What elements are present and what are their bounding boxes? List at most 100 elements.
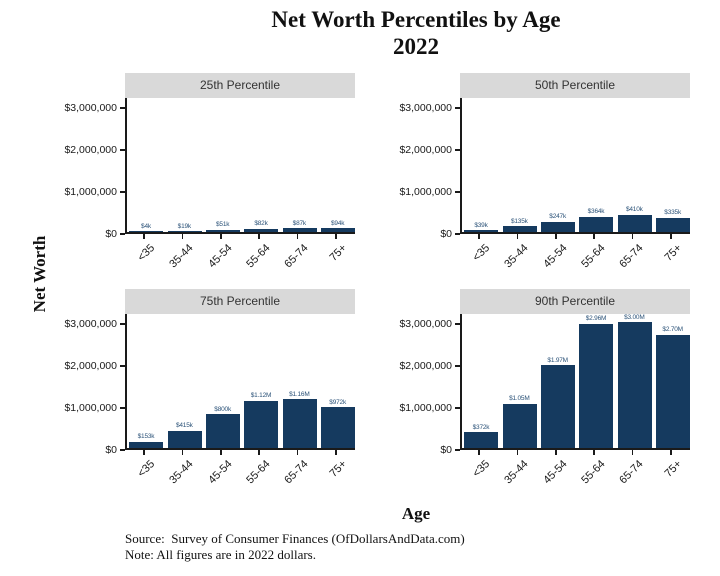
bar (320, 407, 355, 448)
bar-value-label: $87k (292, 219, 306, 227)
y-tick-label: $0 (440, 444, 452, 456)
y-tick-label: $1,000,000 (64, 402, 117, 414)
bar (167, 231, 202, 232)
x-tick-label-text: 55-64 (579, 458, 608, 487)
x-tick-label-text: 55-64 (244, 242, 273, 271)
bar-value-label: $153k (137, 433, 155, 441)
x-tick-label-text: <35 (470, 242, 493, 264)
dollars-note: Note: All figures are in 2022 dollars. (125, 546, 316, 562)
x-tick-label-text: 45-54 (205, 458, 235, 487)
bar (205, 414, 240, 448)
x-tick-mark (220, 234, 222, 239)
x-tick-mark (631, 450, 634, 455)
x-tick-mark (593, 450, 595, 455)
bar (205, 229, 240, 232)
bar-value-label: $94k (331, 219, 345, 227)
bar (579, 216, 614, 232)
y-tick-mark (455, 449, 460, 451)
chart-title: Net Worth Percentiles by Age 2022 (110, 6, 720, 60)
x-tick-mark (258, 234, 260, 239)
x-tick-mark (143, 450, 145, 455)
x-tick-label-text: 45-54 (540, 242, 570, 271)
bar-value-label: $410k (625, 206, 643, 214)
y-tick-mark (455, 191, 460, 193)
plot-area: $153k $415k $800k $1.12M $1.16M $972k (125, 314, 355, 450)
y-tick-mark (455, 407, 460, 409)
x-tick-label-text: 35-44 (502, 242, 531, 271)
x-tick-label-text: 35-44 (167, 242, 196, 271)
x-tick-label-text: 75+ (327, 242, 350, 264)
x-tick-mark (335, 234, 337, 239)
bar-value-label: $1.12M (250, 392, 272, 400)
y-tick-mark (455, 149, 460, 151)
x-tick-label-text: <35 (470, 458, 493, 480)
x-tick-label-text: 65-74 (617, 458, 646, 487)
y-tick-label: $0 (105, 228, 117, 240)
panel-strip-title: 90th Percentile (460, 289, 690, 314)
bar-value-label: $1.97M (547, 356, 568, 364)
x-tick-mark (593, 234, 595, 239)
panel-strip-title: 75th Percentile (125, 289, 355, 314)
bar-value-label: $3.00M (624, 313, 645, 321)
bar-value-label: $39k (474, 221, 488, 229)
x-tick-label-text: 45-54 (540, 458, 570, 487)
facet-grid: 25th Percentile $0 $1,000,000 $2,000,000 $3… (57, 73, 690, 503)
x-tick-mark (478, 450, 480, 455)
y-tick-label: $2,000,000 (64, 144, 117, 156)
y-tick-mark (455, 107, 460, 109)
bar (167, 430, 202, 448)
y-tick-mark (120, 323, 125, 325)
bar (502, 226, 537, 232)
x-tick-label-text: 65-74 (617, 242, 646, 271)
bar-value-label: $82k (254, 220, 268, 228)
bar-value-label: $2.70M (662, 326, 683, 334)
x-tick-label-text: 75+ (662, 458, 685, 480)
bar-value-label: $4k (141, 222, 151, 230)
x-axis-title: Age (401, 504, 431, 523)
x-tick-label-text: <35 (135, 242, 158, 264)
bar-value-label: $335k (664, 209, 682, 217)
y-tick-mark (455, 233, 460, 235)
x-axis: <35 35-44 45-54 55-64 65-74 75+ (125, 450, 355, 502)
bar-value-label: $135k (510, 217, 528, 225)
y-tick-mark (455, 365, 460, 367)
x-tick-label-text: 35-44 (167, 458, 196, 487)
bar-value-label: $51k (216, 221, 230, 229)
y-tick-label: $0 (105, 444, 117, 456)
panel-strip-title: 25th Percentile (125, 73, 355, 98)
x-axis: <35 35-44 45-54 55-64 65-74 75+ (460, 450, 690, 502)
plot-area: $4k $19k $51k $82k $87k $94k (125, 98, 355, 234)
x-tick-mark (143, 234, 145, 239)
bar (655, 217, 690, 232)
x-tick-label-text: 75+ (662, 242, 685, 264)
y-tick-label: $2,000,000 (64, 360, 117, 372)
x-tick-label-text: 45-54 (205, 242, 235, 271)
bar (579, 323, 614, 448)
percentile-panel: 75th Percentile $0 $1,000,000 $2,000,000 $3… (57, 289, 355, 502)
x-tick-mark (296, 234, 299, 239)
x-axis: <35 35-44 45-54 55-64 65-74 75+ (460, 234, 690, 286)
bar (282, 228, 317, 232)
y-tick-mark (120, 233, 125, 235)
x-tick-mark (670, 234, 672, 239)
y-axis: $0 $1,000,000 $2,000,000 $3,000,000 (392, 314, 460, 456)
y-tick-label: $3,000,000 (64, 318, 117, 330)
y-tick-label: $2,000,000 (399, 144, 452, 156)
y-axis: $0 $1,000,000 $2,000,000 $3,000,000 (57, 314, 125, 456)
bar (244, 228, 279, 232)
percentile-panel: 50th Percentile $0 $1,000,000 $2,000,000 $3… (392, 73, 690, 286)
y-tick-mark (120, 365, 125, 367)
y-axis: $0 $1,000,000 $2,000,000 $3,000,000 (392, 98, 460, 240)
y-tick-mark (120, 407, 125, 409)
bar (502, 403, 537, 448)
x-tick-label-text: 65-74 (282, 242, 311, 271)
bar (464, 432, 499, 448)
bar-value-label: $1.05M (509, 395, 530, 403)
bar (617, 214, 652, 232)
bar (282, 399, 317, 448)
bar (129, 441, 164, 448)
bar (129, 231, 164, 232)
x-axis: <35 35-44 45-54 55-64 65-74 75+ (125, 234, 355, 286)
y-tick-label: $1,000,000 (399, 402, 452, 414)
